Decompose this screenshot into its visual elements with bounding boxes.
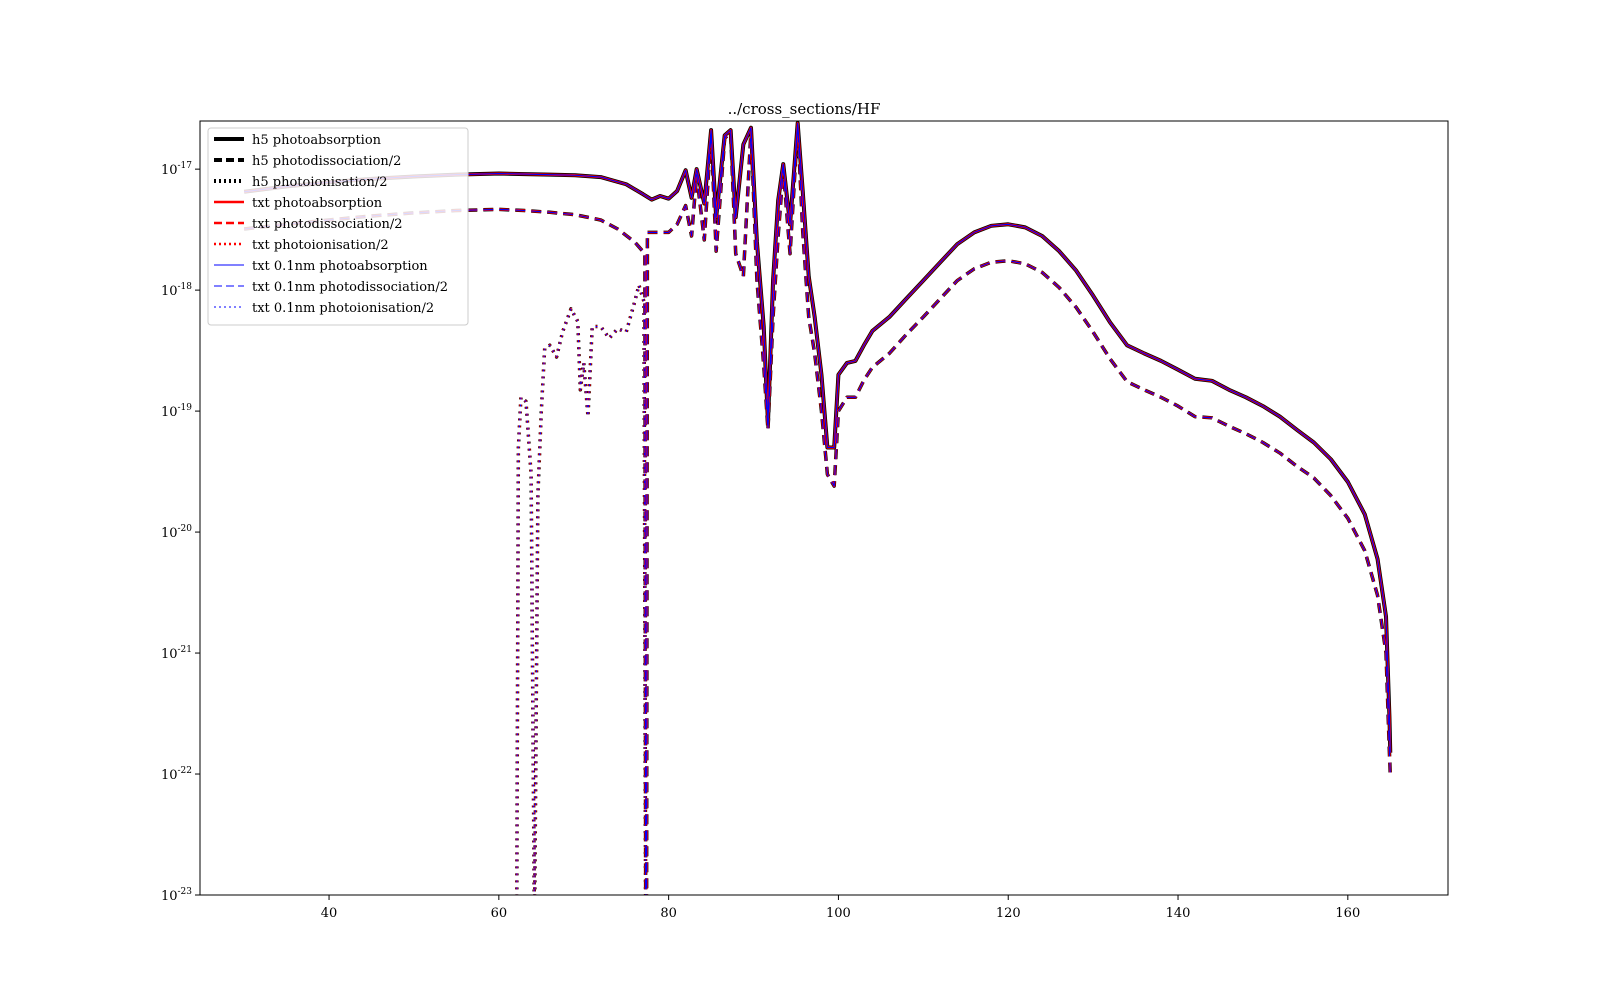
x-tick-label: 160 [1335, 906, 1360, 921]
chart-title: ../cross_sections/HF [728, 100, 881, 118]
y-tick-label: 10-17 [161, 161, 192, 178]
x-tick-label: 100 [826, 906, 851, 921]
x-tick-label: 60 [491, 906, 508, 921]
y-tick-exponent: -20 [178, 524, 193, 534]
y-tick-exponent: -22 [178, 766, 193, 776]
y-tick-exponent: -23 [178, 887, 193, 897]
x-tick-label: 40 [321, 906, 338, 921]
y-tick-label: 10-20 [161, 524, 192, 541]
y-tick-exponent: -18 [178, 282, 193, 292]
series-line-txt_01nm-0 [244, 122, 1391, 753]
series-layer [243, 121, 1393, 895]
y-tick-exponent: -19 [178, 403, 193, 413]
y-tick-label: 10-19 [161, 403, 192, 420]
x-axis: 40 60 80 100 120 140 160 [321, 895, 1360, 921]
legend-label: h5 photoabsorption [252, 133, 382, 148]
legend-box [207, 127, 469, 326]
legend-label: txt 0.1nm photoabsorption [252, 259, 428, 274]
y-tick-label: 10-22 [161, 766, 192, 783]
y-tick-label: 10-21 [161, 645, 192, 662]
x-tick-label: 140 [1166, 906, 1191, 921]
legend-label: txt 0.1nm photodissociation/2 [252, 280, 448, 295]
legend-label: h5 photoionisation/2 [252, 175, 388, 190]
x-tick-label: 80 [660, 906, 677, 921]
y-tick-label: 10-18 [161, 282, 192, 299]
y-tick-label: 10-23 [161, 887, 192, 904]
y-tick-exponent: -17 [178, 161, 193, 171]
y-tick-mantissa: 10 [161, 163, 178, 178]
legend-label: h5 photodissociation/2 [252, 154, 401, 169]
y-tick-mantissa: 10 [161, 768, 178, 783]
legend-label: txt photoionisation/2 [252, 238, 389, 253]
legend: h5 photoabsorption h5 photodissociation/2… [207, 127, 469, 326]
legend-label: txt photoabsorption [252, 196, 383, 211]
legend-label: txt 0.1nm photoionisation/2 [252, 301, 434, 316]
y-tick-exponent: -21 [178, 645, 193, 655]
y-tick-mantissa: 10 [161, 526, 178, 541]
y-tick-mantissa: 10 [161, 405, 178, 420]
legend-label: txt photodissociation/2 [252, 217, 403, 232]
y-tick-mantissa: 10 [161, 284, 178, 299]
y-tick-mantissa: 10 [161, 647, 178, 662]
x-tick-label: 120 [996, 906, 1021, 921]
plot-area-frame [199, 120, 1449, 896]
y-tick-mantissa: 10 [161, 889, 178, 904]
